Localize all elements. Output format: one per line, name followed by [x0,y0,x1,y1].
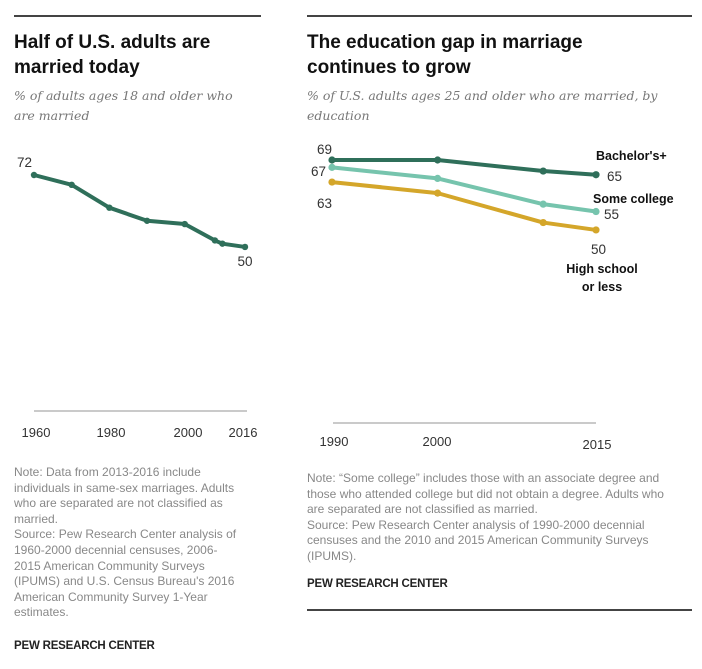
data-point [592,207,600,216]
left-x-tick-labels: 1960 1980 2000 2016 [22,425,258,440]
series-line [330,165,598,214]
data-point [434,174,442,182]
x-tick-label: 2000 [174,425,203,440]
left-source-note: Note: Data from 2013-2016 include individ… [14,465,274,621]
series-label-some-college: Some college [593,192,674,206]
right-source-note: Note: “Some college” includes those with… [307,471,702,565]
right-data-labels: 69 67 63 65 55 50 Bachelor's+ Some colle… [311,142,674,294]
start-label-bachelors: 69 [317,142,332,157]
data-point [592,226,600,234]
note-line: Note: Data from 2013-2016 include [14,465,201,479]
left-title-line2: married today [14,57,140,78]
series-line [330,158,598,177]
note-line: censuses and the 2010 and 2015 American … [307,533,649,548]
series-label-high-school-line1: High school [566,262,638,276]
end-label-bachelors: 65 [607,169,622,184]
end-label-some-college: 55 [604,207,619,222]
note-line: American Community Survey 1-Year [14,589,208,604]
note-line: Note: “Some college” includes those with… [307,471,660,485]
note-line: (IPUMS). [307,548,357,563]
x-tick-label: 1960 [22,425,51,440]
note-line: are separated are not classified as marr… [307,502,538,517]
data-label-start: 72 [17,155,32,170]
x-tick-label: 1990 [320,434,349,449]
x-tick-label: 1980 [97,425,126,440]
left-subtitle-line1: % of adults ages 18 and older who [14,88,233,103]
note-line: Source: Pew Research Center analysis of … [307,517,645,532]
data-point [539,200,547,208]
note-line: 2015 American Community Surveys [14,558,205,573]
right-top-rule [307,15,692,17]
note-line: 1960-2000 decennial censuses, 2006- [14,542,218,557]
data-point [181,220,188,228]
series-label-bachelors: Bachelor's+ [596,149,667,163]
right-title-line1: The education gap in marriage [307,32,583,53]
right-x-tick-labels: 1990 2000 2015 [320,434,612,452]
data-point [143,217,151,224]
data-point [328,178,336,186]
right-subtitle-line1: % of U.S. adults ages 25 and older who a… [307,88,658,103]
data-point [539,218,547,227]
series-line [32,173,247,249]
right-pew-brand: PEW RESEARCH CENTER [307,578,448,590]
right-series-group [328,156,600,234]
data-point [434,156,442,164]
right-line-chart: 1990 2000 2015 69 67 63 65 55 50 Bachelo… [311,142,674,452]
data-point [68,181,75,189]
left-series-group [30,171,249,251]
note-line: those who attended college but did not o… [307,486,664,501]
data-point [219,240,226,247]
data-point [106,204,113,211]
left-chart-title: Half of U.S. adults are married today [14,30,274,80]
right-chart-subtitle: % of U.S. adults ages 25 and older who a… [307,86,697,126]
data-point [434,189,442,197]
data-point [241,243,249,251]
series-label-high-school-line2: or less [582,280,622,294]
left-chart-subtitle: % of adults ages 18 and older who are ma… [14,86,274,126]
note-line: Source: Pew Research Center analysis of [14,527,237,542]
data-point [30,171,38,179]
note-line: individuals in same-sex marriages. Adult… [14,480,235,495]
note-line: who are separated are not classified as [14,496,223,511]
right-subtitle-line2: education [307,108,370,123]
data-point [328,163,336,171]
data-point [539,167,547,175]
left-line-chart: 1960 1980 2000 2016 72 50 [17,155,257,440]
note-line: estimates. [14,605,69,620]
left-top-rule [14,15,261,17]
note-line: married. [14,511,59,526]
left-pew-brand: PEW RESEARCH CENTER [14,640,155,652]
data-label-end: 50 [237,254,252,269]
x-tick-label: 2000 [423,434,452,449]
data-point [211,237,219,244]
start-label-some-college: 67 [311,164,326,179]
right-chart-title: The education gap in marriage continues … [307,30,697,80]
series-line [330,180,598,232]
right-title-line2: continues to grow [307,57,471,78]
left-title-line1: Half of U.S. adults are [14,32,211,53]
x-tick-label: 2016 [229,425,258,440]
start-label-high-school: 63 [317,196,332,211]
data-point [328,156,336,164]
left-subtitle-line2: are married [14,108,90,123]
right-bottom-rule [307,609,692,611]
x-tick-label: 2015 [583,437,612,452]
note-line: (IPUMS) and U.S. Census Bureau's 2016 [14,574,235,589]
data-point [592,171,600,179]
end-label-high-school: 50 [591,242,606,257]
